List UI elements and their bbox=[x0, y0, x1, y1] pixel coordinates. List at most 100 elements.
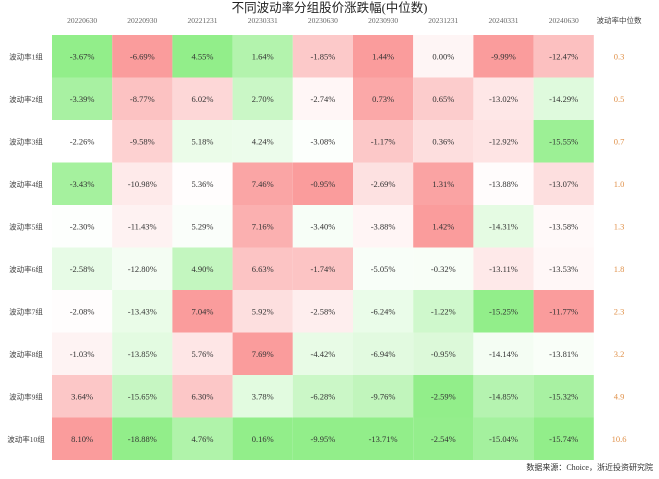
cell-value-label: 4.90% bbox=[192, 264, 214, 274]
cell-value-label: -18.88% bbox=[128, 434, 157, 444]
cell-value-label: 2.70% bbox=[252, 94, 274, 104]
heatmap-cell bbox=[292, 332, 353, 375]
cell-value-label: -15.74% bbox=[549, 434, 578, 444]
cell-value-label: -2.26% bbox=[70, 136, 95, 146]
heatmap-cell bbox=[112, 332, 173, 375]
cell-value-label: 1.42% bbox=[432, 221, 454, 231]
cell-value-label: -14.31% bbox=[489, 221, 518, 231]
cell-value-label: 0.00% bbox=[432, 51, 454, 61]
column-header: 20220630 bbox=[67, 16, 97, 25]
cell-value-label: -13.81% bbox=[549, 349, 578, 359]
cell-value-label: -9.58% bbox=[130, 136, 155, 146]
cell-value-label: -13.53% bbox=[549, 264, 578, 274]
heatmap-cell bbox=[413, 332, 474, 375]
median-value-label: 0.5 bbox=[614, 94, 625, 104]
heatmap-cell bbox=[172, 417, 233, 460]
heatmap-cell bbox=[473, 290, 534, 333]
cell-value-label: -13.85% bbox=[128, 349, 157, 359]
heatmap-cell bbox=[112, 35, 173, 78]
heatmap-cell bbox=[533, 35, 594, 78]
heatmap-cell bbox=[292, 120, 353, 163]
heatmap-cell bbox=[533, 247, 594, 290]
heatmap-cell bbox=[52, 417, 113, 460]
cell-value-label: -14.29% bbox=[549, 94, 578, 104]
heatmap-cell bbox=[112, 77, 173, 120]
cell-value-label: -13.07% bbox=[549, 179, 578, 189]
heatmap-cell bbox=[232, 205, 293, 248]
heatmap-cell bbox=[232, 332, 293, 375]
source-note: 数据来源：Choice，浙近投资研究院 bbox=[526, 463, 653, 472]
heatmap-cell bbox=[292, 290, 353, 333]
cell-value-label: -2.30% bbox=[70, 221, 95, 231]
cell-value-label: -13.43% bbox=[128, 306, 157, 316]
cell-value-label: -10.98% bbox=[128, 179, 157, 189]
cell-value-label: -15.04% bbox=[489, 434, 518, 444]
heatmap-cell bbox=[473, 332, 534, 375]
median-value-label: 3.2 bbox=[614, 349, 625, 359]
heatmap-cell bbox=[52, 205, 113, 248]
cell-value-label: 0.73% bbox=[372, 94, 394, 104]
cell-value-label: -12.80% bbox=[128, 264, 157, 274]
heatmap-cell bbox=[172, 290, 233, 333]
cell-value-label: -13.11% bbox=[489, 264, 518, 274]
cell-value-label: -13.71% bbox=[369, 434, 398, 444]
heatmap-cell bbox=[232, 247, 293, 290]
column-header: 20231231 bbox=[428, 16, 458, 25]
median-value-label: 1.3 bbox=[614, 221, 625, 231]
cell-value-label: 8.10% bbox=[71, 434, 93, 444]
median-value-label: 1.0 bbox=[614, 179, 625, 189]
heatmap-cell bbox=[353, 290, 414, 333]
cell-value-label: -15.65% bbox=[128, 391, 157, 401]
cell-value-label: -3.67% bbox=[70, 51, 95, 61]
heatmap-cell bbox=[353, 417, 414, 460]
heatmap-cell bbox=[292, 247, 353, 290]
cell-value-label: -9.99% bbox=[491, 51, 516, 61]
cell-value-label: -2.69% bbox=[371, 179, 396, 189]
heatmap-cell bbox=[172, 162, 233, 205]
heatmap-cell bbox=[292, 205, 353, 248]
cell-value-label: 7.16% bbox=[252, 221, 274, 231]
median-value-label: 1.8 bbox=[614, 264, 625, 274]
cell-value-label: -1.22% bbox=[431, 306, 456, 316]
cell-value-label: -13.88% bbox=[489, 179, 518, 189]
row-label: 波动率1组 bbox=[9, 51, 43, 61]
heatmap-cell bbox=[413, 35, 474, 78]
heatmap-cell bbox=[473, 77, 534, 120]
heatmap-cell bbox=[413, 417, 474, 460]
heatmap-cell bbox=[112, 247, 173, 290]
cell-value-label: -1.17% bbox=[371, 136, 396, 146]
heatmap-cell bbox=[172, 247, 233, 290]
heatmap-cell bbox=[473, 120, 534, 163]
heatmap-cell bbox=[112, 375, 173, 418]
heatmap-cell bbox=[112, 417, 173, 460]
heatmap-cell bbox=[112, 120, 173, 163]
cell-value-label: -9.95% bbox=[311, 434, 336, 444]
cell-value-label: -13.58% bbox=[549, 221, 578, 231]
cell-value-label: -15.25% bbox=[489, 306, 518, 316]
cell-value-label: -5.05% bbox=[371, 264, 396, 274]
heatmap-cell bbox=[172, 120, 233, 163]
row-label: 波动率8组 bbox=[9, 349, 43, 359]
heatmap-cell bbox=[533, 417, 594, 460]
heatmap-cell bbox=[353, 205, 414, 248]
heatmap-cell bbox=[413, 247, 474, 290]
row-label: 波动率3组 bbox=[9, 136, 43, 146]
chart-title: 不同波动率分组股价涨跌幅(中位数) bbox=[231, 1, 428, 15]
cell-value-label: -6.24% bbox=[371, 306, 396, 316]
cell-value-label: 1.31% bbox=[432, 179, 454, 189]
heatmap-cell bbox=[232, 35, 293, 78]
column-header: 20240630 bbox=[549, 16, 579, 25]
cell-value-label: 3.78% bbox=[252, 391, 274, 401]
cell-value-label: -13.02% bbox=[489, 94, 518, 104]
heatmap-cell bbox=[292, 162, 353, 205]
row-label: 波动率5组 bbox=[9, 221, 43, 231]
cell-value-label: -2.08% bbox=[70, 306, 95, 316]
heatmap-cell bbox=[52, 375, 113, 418]
heatmap-cell bbox=[172, 77, 233, 120]
heatmap-cell bbox=[473, 375, 534, 418]
cell-value-label: -11.43% bbox=[128, 221, 157, 231]
median-value-label: 2.3 bbox=[614, 306, 625, 316]
heatmap-cell bbox=[172, 205, 233, 248]
heatmap-cell bbox=[112, 205, 173, 248]
cell-value-label: -15.55% bbox=[549, 136, 578, 146]
